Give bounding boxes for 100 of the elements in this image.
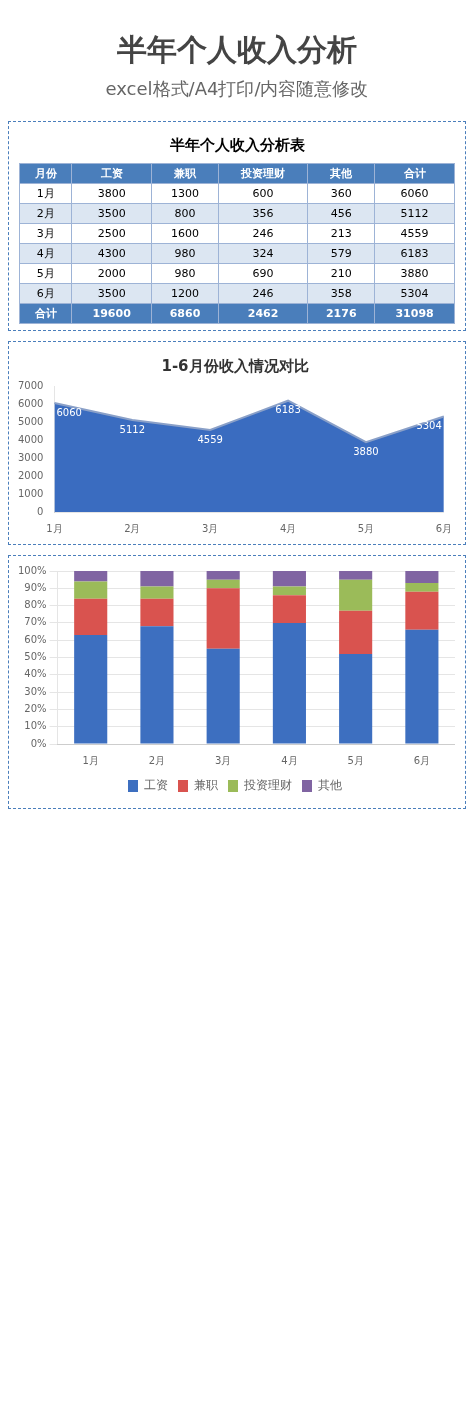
data-label: 980 [151,263,219,284]
x-tick-label: 其他 [307,163,375,184]
bar [339,654,373,744]
y-tick-label: 4000 [18,433,44,445]
data-label: 600 [218,183,308,204]
y-tick-label: 10% [24,720,47,732]
data-label: 6183 [275,404,301,416]
data-label: 356 [218,203,308,224]
data-label: 4559 [374,223,455,244]
bar [272,586,306,596]
bar [405,629,439,744]
legend-label: 投资理财 [243,778,292,793]
x-tick-label: 3月 [202,522,219,534]
x-tick-label: 2月 [148,754,166,766]
data-label: 2000 [71,263,152,284]
y-axis-title: 月份 [19,163,72,184]
data-label: 360 [307,183,375,204]
legend-label: 兼职 [194,778,218,793]
bar [74,571,108,582]
y-tick-label: 7000 [18,379,44,391]
data-label: 324 [218,243,308,264]
data-label: 19600 [71,303,152,324]
y-tick-label: 2000 [18,469,44,481]
y-tick-label: 90% [24,581,47,593]
bar [405,583,439,592]
bar [405,571,439,584]
y-tick-label: 6000 [18,397,44,409]
y-tick-label: 1月 [19,183,72,204]
y-tick-label: 70% [24,616,47,628]
text: 半年个人收入分析 [116,31,358,69]
x-tick-label: 合计 [374,163,455,184]
x-tick-label: 5月 [347,754,364,766]
bar [206,571,240,580]
chart-title: 1-6月份收入情况对比 [161,356,309,375]
data-label: 1600 [151,223,219,244]
x-tick-label: 4月 [281,754,298,766]
data-label: 6860 [151,303,219,324]
y-tick-label: 60% [24,633,47,645]
y-tick-label: 5000 [18,415,44,427]
bar [339,579,373,611]
y-tick-label: 100% [18,564,47,576]
data-label: 3500 [71,203,152,224]
bar [339,610,373,655]
data-label: 1300 [151,183,219,204]
y-tick-label: 20% [24,702,47,714]
data-label: 3500 [71,283,152,304]
y-tick-label: 30% [24,685,47,697]
legend-label: 其他 [318,778,342,793]
y-tick-label: 6月 [19,283,72,304]
y-tick-label: 40% [24,668,47,680]
x-tick-label: 工资 [71,163,152,184]
y-tick-label: 2月 [19,203,72,224]
x-tick-label: 6月 [435,522,453,534]
bar [74,581,108,599]
bar [339,571,373,580]
x-tick-label: 5月 [357,522,375,534]
data-label: 5304 [374,283,455,304]
bar [74,635,108,744]
x-tick-label: 1月 [82,754,99,766]
y-tick-label: 4月 [19,243,72,264]
bar [140,626,174,744]
text: excel格式/A4打印/内容随意修改 [104,77,370,101]
data-label: 246 [218,223,308,244]
bar [140,571,174,587]
data-label: 1200 [151,283,219,304]
data-label: 31098 [374,303,455,324]
data-label: 210 [307,263,375,284]
x-tick-label: 3月 [214,754,232,766]
y-tick-label: 5月 [19,263,72,284]
legend-label: 工资 [144,778,168,793]
x-tick-label: 1月 [46,522,63,534]
y-tick-label: 合计 [19,303,72,324]
bar [405,591,439,630]
data-label: 246 [218,283,308,304]
data-label: 6183 [374,243,455,264]
bar [206,588,240,649]
x-tick-label: 6月 [413,754,431,766]
data-label: 2176 [307,303,375,324]
data-label: 6060 [56,406,82,418]
bar [272,622,306,744]
bar [206,648,240,744]
data-label: 3800 [71,183,152,204]
data-label: 2500 [71,223,152,244]
y-tick-label: 1000 [18,487,44,499]
chart-title: 半年个人收入分析表 [168,136,306,155]
data-label: 4300 [71,243,152,264]
x-tick-label: 投资理财 [218,163,308,184]
data-label: 2462 [218,303,308,324]
y-tick-label: 50% [24,651,47,663]
data-label: 6060 [374,183,455,204]
y-tick-label: 3000 [18,451,44,463]
data-label: 800 [151,203,219,224]
y-tick-label: 3月 [19,223,72,244]
bar [140,598,174,627]
y-tick-label: 0 [37,505,44,517]
bar [140,586,174,599]
y-tick-label: 0% [30,737,47,749]
bar [74,598,108,636]
bar [206,579,240,589]
x-tick-label: 兼职 [151,163,219,184]
